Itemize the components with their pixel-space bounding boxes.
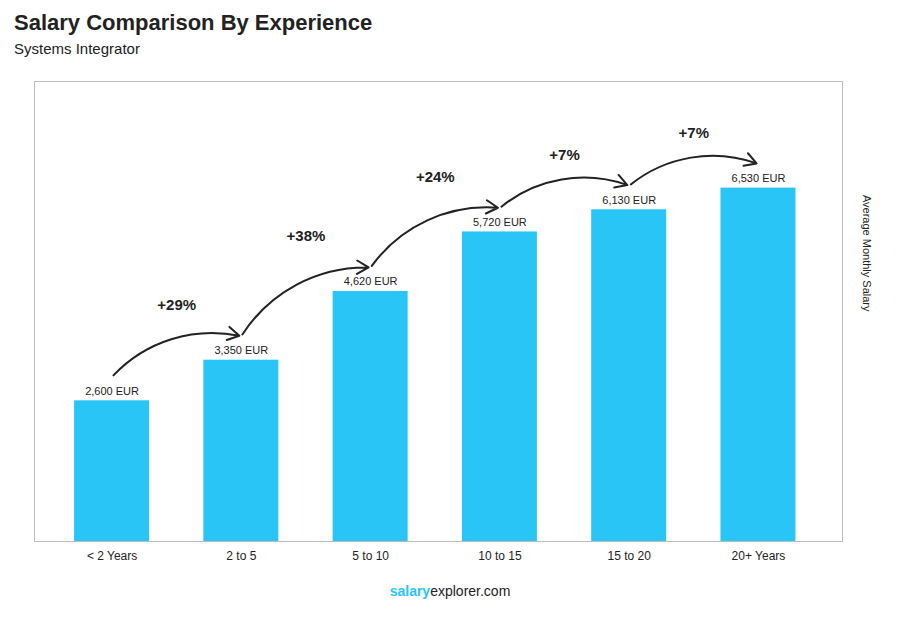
svg-text:6,530 EUR: 6,530 EUR bbox=[732, 172, 786, 184]
html-text:salary explorer.com: salary explorer.com bbox=[389, 583, 511, 599]
html-text:Salary Comparison By Experienc: Salary Comparison By Experience bbox=[14, 10, 373, 35]
svg-text:4,620 EUR: 4,620 EUR bbox=[344, 275, 398, 287]
svg-text:6,130 EUR: 6,130 EUR bbox=[602, 194, 656, 206]
svg-text:5,720 EUR: 5,720 EUR bbox=[473, 216, 527, 228]
svg-text:+38%: +38% bbox=[287, 227, 326, 244]
svg-text:5 to 10: 5 to 10 bbox=[352, 549, 389, 563]
svg-text:+29%: +29% bbox=[157, 296, 196, 313]
svg-text:+7%: +7% bbox=[679, 124, 709, 141]
svg-text:10 to 15: 10 to 15 bbox=[478, 549, 522, 563]
svg-text:15 to 20: 15 to 20 bbox=[608, 549, 652, 563]
svg-text:20+ Years: 20+ Years bbox=[732, 549, 786, 563]
svg-text:3,350 EUR: 3,350 EUR bbox=[214, 344, 268, 356]
svg-text:Average Monthly Salary: Average Monthly Salary bbox=[861, 195, 873, 312]
svg-text:+7%: +7% bbox=[549, 146, 579, 163]
svg-text:2 to 5: 2 to 5 bbox=[226, 549, 256, 563]
svg-text:< 2 Years: < 2 Years bbox=[87, 549, 137, 563]
svg-text:+24%: +24% bbox=[416, 168, 455, 185]
html-text:Systems Integrator: Systems Integrator bbox=[14, 40, 140, 57]
svg-text:2,600 EUR: 2,600 EUR bbox=[85, 385, 139, 397]
